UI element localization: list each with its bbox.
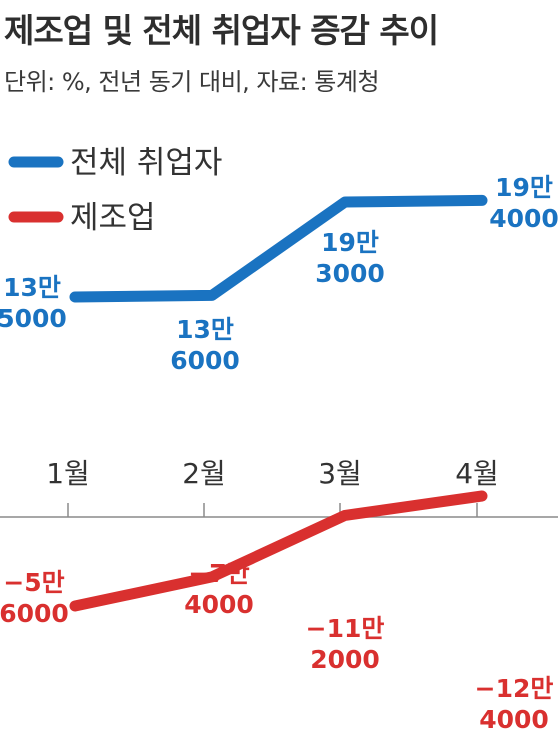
series-line-manufacturing (69, 490, 488, 612)
data-label-total: 13만 5000 (0, 273, 67, 333)
data-label-total: 19만 3000 (315, 228, 385, 288)
data-label-manufacturing: −11만 2000 (306, 614, 385, 674)
chart-title: 제조업 및 전체 취업자 증감 추이 (4, 11, 439, 50)
data-label-total: 19만 4000 (489, 173, 558, 233)
data-label-manufacturing: −5만 6000 (0, 568, 69, 628)
data-label-manufacturing: −12만 4000 (475, 674, 554, 734)
x-tick-label: 3월 (318, 457, 362, 490)
x-tick-label: 2월 (182, 457, 226, 490)
data-label-total: 13만 6000 (170, 315, 240, 375)
x-tick-label: 4월 (455, 457, 499, 490)
x-tick-label: 1월 (46, 457, 90, 490)
legend-label-total: 전체 취업자 (70, 145, 222, 181)
chart-subtitle: 단위: %, 전년 동기 대비, 자료: 통계청 (4, 68, 380, 96)
series-line-total (69, 194, 488, 303)
legend-label-manufacturing: 제조업 (70, 200, 156, 236)
data-label-manufacturing: −7만 4000 (184, 559, 254, 619)
